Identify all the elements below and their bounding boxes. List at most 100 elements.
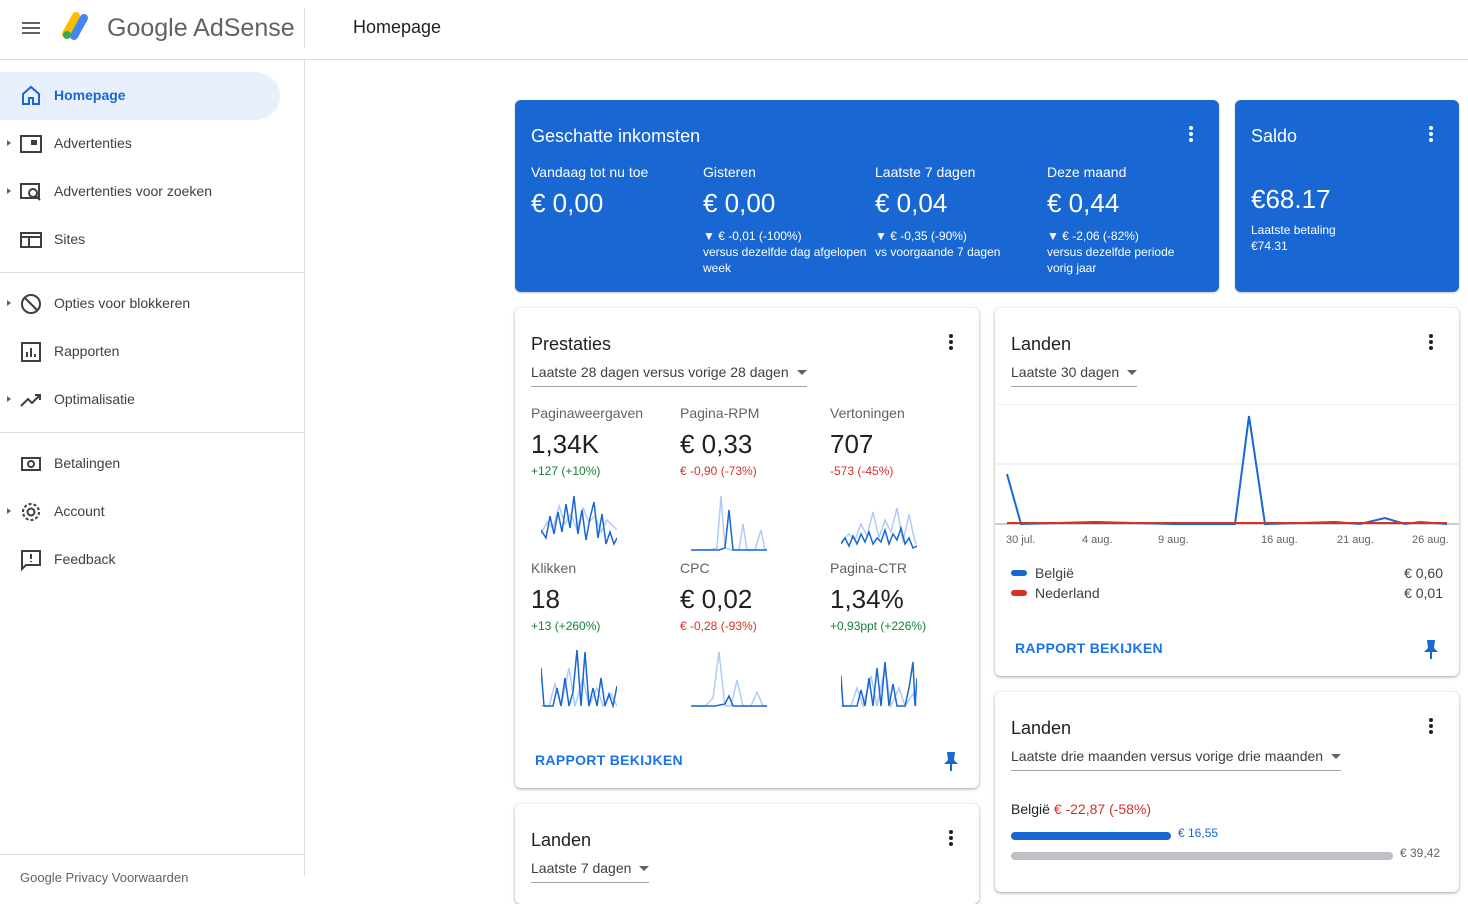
- metric-label: Vandaag tot nu toe: [531, 164, 649, 180]
- sparkline-clicks: [541, 649, 617, 708]
- sidebar: Homepage Advertenties Advertenties voor …: [0, 60, 305, 885]
- more-vert-icon[interactable]: [1419, 332, 1443, 356]
- last-payment-value: €74.31: [1251, 239, 1288, 253]
- metric-note: versus dezelfde periode vorig jaar: [1047, 245, 1175, 275]
- sidebar-item-homepage[interactable]: Homepage: [0, 72, 280, 120]
- metric-label: CPC: [680, 560, 710, 576]
- gear-icon: [22, 503, 40, 521]
- sidebar-item-advertenties[interactable]: Advertenties: [0, 120, 280, 168]
- metric-note: versus dezelfde dag afgelopen week: [703, 245, 867, 275]
- reports-icon: [21, 342, 41, 362]
- expand-caret-icon[interactable]: [7, 300, 11, 306]
- metric-value: 707: [830, 429, 874, 459]
- date-range-select[interactable]: Laatste 7 dagen: [531, 860, 650, 883]
- legend-item: Nederland € 0,01: [1011, 585, 1443, 601]
- feedback-icon: [21, 550, 41, 572]
- earnings-month: Deze maand € 0,44 ▼ € -2,06 (-82%) versus…: [1047, 164, 1197, 276]
- metric-delta: ▼ € -2,06 (-82%): [1047, 229, 1139, 243]
- dropdown-arrow-icon: [639, 866, 650, 871]
- date-range-select[interactable]: Laatste 30 dagen: [1011, 364, 1138, 387]
- expand-caret-icon[interactable]: [7, 140, 11, 146]
- expand-caret-icon[interactable]: [7, 508, 11, 514]
- metric-page-rpm: Pagina-RPM € 0,33 € -0,90 (-73%): [680, 405, 820, 478]
- date-range-select[interactable]: Laatste drie maanden versus vorige drie …: [1011, 748, 1342, 771]
- card-title: Landen: [1011, 718, 1072, 738]
- x-tick-label: 30 jul.: [1006, 534, 1036, 546]
- sidebar-item-blocking[interactable]: Opties voor blokkeren: [0, 280, 280, 328]
- footer-links[interactable]: Google Privacy Voorwaarden: [20, 870, 189, 885]
- metric-delta: +0,93ppt (+226%): [830, 619, 927, 633]
- adsense-logo: [62, 12, 88, 40]
- sidebar-item-sites[interactable]: Sites: [0, 216, 280, 264]
- current-value: € 16,55: [1178, 826, 1219, 840]
- dropdown-arrow-icon: [796, 370, 807, 375]
- metric-delta: +127 (+10%): [531, 464, 601, 478]
- earnings-7days: Laatste 7 dagen € 0,04 ▼ € -0,35 (-90%) v…: [875, 164, 1040, 260]
- metric-label: Deze maand: [1047, 164, 1127, 180]
- ads-icon: [20, 135, 42, 153]
- metric-value: € 0,44: [1047, 188, 1120, 218]
- sidebar-item-feedback[interactable]: Feedback: [0, 536, 280, 584]
- top-app-bar: Google AdSense Homepage: [0, 0, 1468, 60]
- more-vert-icon[interactable]: [1179, 124, 1203, 148]
- sidebar-item-label: Optimalisatie: [54, 391, 135, 407]
- sidebar-item-payments[interactable]: Betalingen: [0, 440, 280, 488]
- more-vert-icon[interactable]: [939, 828, 963, 852]
- expand-caret-icon[interactable]: [7, 396, 11, 402]
- date-range-select[interactable]: Laatste 28 dagen versus vorige 28 dagen: [531, 364, 807, 387]
- metric-label: Pagina-RPM: [680, 405, 760, 421]
- payments-icon: [21, 457, 41, 471]
- more-vert-icon[interactable]: [1419, 124, 1443, 148]
- legend-amount: € 0,60: [1404, 565, 1443, 581]
- sparkline-impressions: [841, 507, 917, 550]
- metric-label: Gisteren: [703, 164, 756, 180]
- metric-value: € 0,00: [703, 188, 776, 218]
- metric-value: € 0,33: [680, 429, 753, 459]
- earnings-yesterday: Gisteren € 0,00 ▼ € -0,01 (-100%) versus …: [703, 164, 868, 276]
- metric-delta: € -0,90 (-73%): [680, 464, 757, 478]
- view-report-button[interactable]: RAPPORT BEKIJKEN: [535, 752, 683, 768]
- pin-icon[interactable]: [1423, 638, 1439, 660]
- sidebar-item-search-ads[interactable]: Advertenties voor zoeken: [0, 168, 280, 216]
- more-vert-icon[interactable]: [939, 332, 963, 356]
- search-ads-icon: [20, 183, 41, 201]
- countries-line-chart: [995, 404, 1459, 526]
- block-icon: [21, 294, 41, 314]
- metric-clicks: Klikken 18 +13 (+260%): [531, 560, 671, 633]
- last-payment-label: Laatste betaling: [1251, 223, 1336, 237]
- date-range-value: Laatste drie maanden versus vorige drie …: [1011, 748, 1324, 764]
- legend-swatch: [1011, 570, 1027, 576]
- sidebar-item-label: Opties voor blokkeren: [54, 295, 191, 311]
- metric-delta: ▼ € -0,35 (-90%): [875, 229, 967, 243]
- app-brand: Google AdSense: [107, 14, 295, 42]
- card-title: Landen: [1011, 334, 1072, 354]
- sidebar-item-account[interactable]: Account: [0, 488, 280, 536]
- earnings-today: Vandaag tot nu toe € 0,00: [531, 164, 696, 219]
- more-vert-icon[interactable]: [1419, 716, 1443, 740]
- metric-label: Pagina-CTR: [830, 560, 908, 576]
- page-title: Homepage: [353, 17, 442, 37]
- x-tick-label: 16 aug.: [1261, 534, 1298, 546]
- sidebar-item-reports[interactable]: Rapporten: [0, 328, 280, 376]
- sparkline-page-rpm: [691, 495, 767, 551]
- sites-icon: [20, 232, 42, 248]
- view-report-button[interactable]: RAPPORT BEKIJKEN: [1015, 640, 1163, 656]
- pin-icon[interactable]: [943, 750, 959, 772]
- footer-divider: [0, 854, 304, 855]
- countries-30-card: Landen Laatste 30 dagen 30 jul. 4 aug. 9…: [995, 308, 1459, 676]
- menu-icon[interactable]: [20, 19, 42, 41]
- dropdown-arrow-icon: [1331, 754, 1342, 759]
- sparkline-cpc: [691, 651, 767, 707]
- metric-value: 1,34%: [830, 584, 904, 614]
- expand-caret-icon[interactable]: [7, 188, 11, 194]
- metric-page-ctr: Pagina-CTR 1,34% +0,93ppt (+226%): [830, 560, 970, 633]
- nav-divider: [0, 432, 304, 433]
- home-icon: [22, 85, 40, 105]
- sidebar-item-label: Account: [54, 503, 105, 519]
- dropdown-arrow-icon: [1127, 370, 1138, 375]
- sidebar-item-label: Advertenties: [54, 135, 132, 151]
- card-title: Landen: [531, 830, 592, 850]
- card-title: Geschatte inkomsten: [531, 126, 701, 146]
- metric-delta: ▼ € -0,01 (-100%): [703, 229, 802, 243]
- sidebar-item-optimization[interactable]: Optimalisatie: [0, 376, 280, 424]
